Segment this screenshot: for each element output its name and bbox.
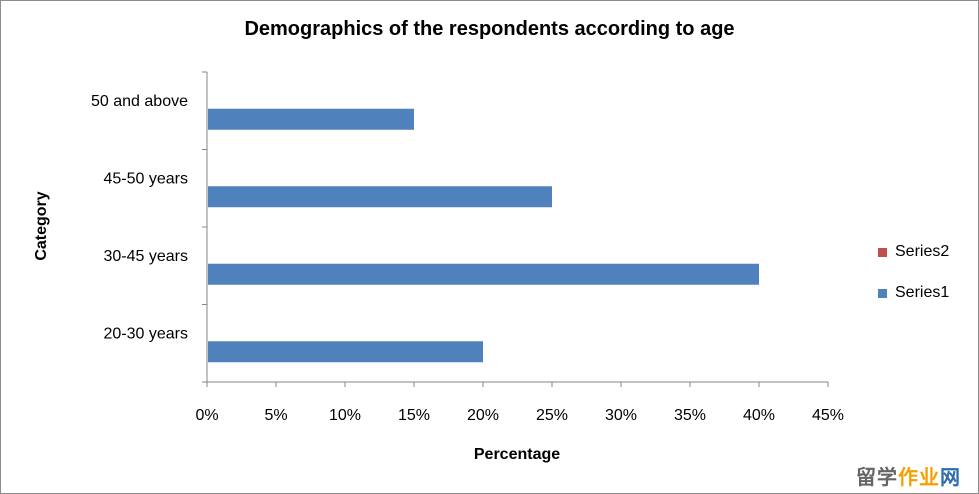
x-tick-label: 35% (674, 407, 706, 424)
legend-label-series2: Series2 (895, 243, 950, 260)
bar-series1 (208, 108, 414, 130)
x-tick-label: 40% (743, 407, 775, 424)
x-tick-label: 0% (195, 407, 218, 424)
x-tick-label: 5% (264, 407, 287, 424)
bar-series1 (208, 341, 483, 363)
watermark-text-1: 留学 (856, 467, 898, 489)
legend-swatch-series1 (878, 288, 887, 298)
x-tick-label: 20% (467, 407, 499, 424)
y-tick-label: 50 and above (91, 93, 188, 110)
chart-title: Demographics of the respondents accordin… (244, 18, 735, 40)
legend-item-series2: Series2 (878, 242, 949, 262)
legend-label-series1: Series1 (895, 284, 950, 301)
y-tick-label: 30-45 years (104, 248, 189, 265)
legend: Series2 Series1 (878, 242, 949, 324)
legend-item-series1: Series1 (878, 283, 949, 303)
x-tick-label: 45% (812, 407, 844, 424)
bar-series1 (208, 263, 759, 285)
y-tick-label: 20-30 years (104, 325, 189, 342)
watermark-text-3: 网 (940, 467, 961, 489)
watermark-text-2: 作业 (898, 467, 940, 489)
bar-series1 (208, 186, 552, 208)
x-tick-label: 10% (329, 407, 361, 424)
legend-swatch-series2 (878, 247, 887, 257)
x-tick-label: 15% (398, 407, 430, 424)
x-tick-label: 30% (605, 407, 637, 424)
y-tick-label: 45-50 years (104, 170, 189, 187)
x-tick-label: 25% (536, 407, 568, 424)
watermark-logo: 留学作业网 (856, 461, 961, 490)
x-axis-title: Percentage (473, 446, 561, 463)
